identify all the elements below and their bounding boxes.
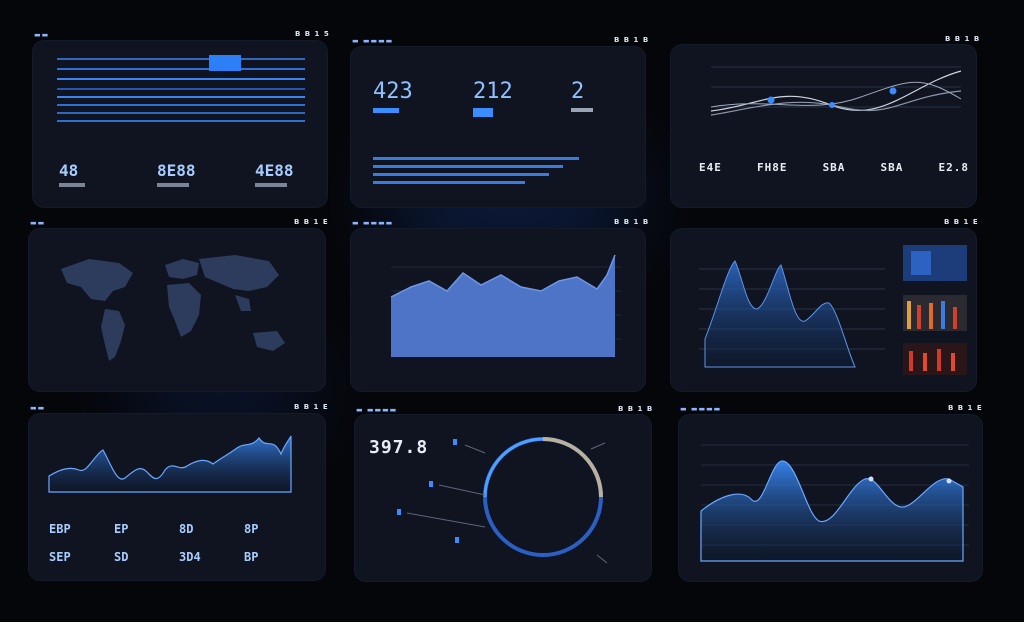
panel-5-controls[interactable]: B B 1 B — [614, 218, 650, 226]
wave-stat-2: EP — [114, 522, 129, 536]
kpi-value-3: 2 — [571, 79, 585, 104]
kpi-block-3: 2 — [571, 79, 593, 112]
wave-area-chart — [48, 435, 292, 493]
stat-value-3: 4E88 — [255, 161, 294, 180]
panel-2-title-marker: ▬ ▬▬▬▬ — [352, 37, 394, 45]
wave-stat-8: BP — [244, 550, 259, 564]
ring-chart — [397, 437, 608, 564]
stat-bar-1 — [59, 183, 85, 187]
wave-stats-grid: EBP EP 8D 8P SEP SD 3D4 BP — [49, 522, 309, 564]
panel-kpi-bars: 423 212 2 — [350, 46, 646, 208]
wave-stat-4: 8P — [244, 522, 259, 536]
kpi-bar-2 — [473, 108, 493, 117]
ring-kpi-value: 397.8 — [369, 437, 429, 458]
kpi-value-2: 212 — [473, 79, 513, 104]
kpi-bar-3 — [571, 108, 593, 112]
kpi-bar-stack — [373, 157, 579, 184]
line-stat-2: FH8E — [756, 161, 788, 174]
wave-stat-1: EBP — [49, 522, 71, 536]
panel-line-chart: E4E FH8E SBA SBA E2.8 — [670, 44, 977, 208]
panel-9-controls[interactable]: B B 1 E — [948, 404, 983, 412]
panel-mountain-chart — [670, 228, 977, 392]
stat-bar-2 — [157, 183, 189, 187]
kpi-value-1: 423 — [373, 79, 413, 104]
panel-bar-list: 48 8E88 4E88 — [32, 40, 328, 208]
line-stat-4: SBA — [880, 161, 904, 174]
panel-8-controls[interactable]: B B 1 B — [618, 405, 654, 413]
line-stat-3: SBA — [822, 161, 846, 174]
panel-smooth-area-chart — [678, 414, 983, 582]
line-stat-1: E4E — [699, 161, 722, 174]
panel-2-controls[interactable]: B B 1 B — [614, 36, 650, 44]
panel-7-title-marker: ▬▬ — [30, 404, 46, 412]
stat-block-1: 48 — [59, 161, 85, 187]
world-map — [61, 255, 285, 361]
panel-9-title-marker: ▬ ▬▬▬▬ — [680, 405, 722, 413]
stat-bar-3 — [255, 183, 287, 187]
panel-ring-chart: 397.8 — [354, 414, 652, 582]
panel-area-chart — [350, 228, 646, 392]
area-chart — [390, 254, 621, 357]
kpi-block-2: 212 — [473, 79, 513, 117]
kpi-bar-1 — [373, 108, 399, 113]
wave-stat-7: 3D4 — [179, 550, 201, 564]
smooth-area-chart — [700, 444, 969, 562]
horizontal-bar-list — [57, 55, 305, 122]
mountain-area-chart — [699, 245, 967, 375]
panel-1-title-marker: ▬▬ — [34, 31, 50, 39]
panel-6-controls[interactable]: B B 1 E — [944, 218, 979, 226]
wave-stat-3: 8D — [179, 522, 194, 536]
multi-line-chart — [710, 66, 962, 116]
bar-list-highlight — [209, 55, 241, 71]
panel-4-controls[interactable]: B B 1 E — [294, 218, 329, 226]
kpi-block-1: 423 — [373, 79, 413, 113]
wave-stat-6: SD — [114, 550, 129, 564]
wave-stat-5: SEP — [49, 550, 71, 564]
stat-block-2: 8E88 — [157, 161, 196, 187]
line-stat-5: E2.8 — [938, 161, 969, 174]
panel-5-title-marker: ▬ ▬▬▬▬ — [352, 219, 394, 227]
stat-value-1: 48 — [59, 161, 79, 180]
panel-wave-stats: EBP EP 8D 8P SEP SD 3D4 BP — [28, 413, 326, 581]
stat-value-2: 8E88 — [157, 161, 196, 180]
panel-1-controls[interactable]: B B 1 5 — [295, 30, 330, 38]
stat-block-3: 4E88 — [255, 161, 294, 187]
panel-4-title-marker: ▬▬ — [30, 219, 46, 227]
panel-7-controls[interactable]: B B 1 E — [294, 403, 329, 411]
panel-3-controls[interactable]: B B 1 B — [945, 35, 981, 43]
panel-world-map — [28, 228, 326, 392]
panel-8-title-marker: ▬ ▬▬▬▬ — [356, 406, 398, 414]
line-stats-row: E4E FH8E SBA SBA E2.8 — [699, 161, 969, 174]
